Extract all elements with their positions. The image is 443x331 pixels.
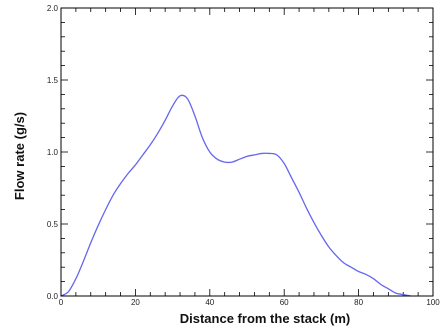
ticks-layer bbox=[60, 7, 434, 297]
y-tick-label: 0.0 bbox=[47, 292, 59, 301]
plot-frame bbox=[60, 7, 434, 297]
x-tick-label: 100 bbox=[426, 298, 440, 307]
y-tick-label: 1.5 bbox=[47, 76, 59, 85]
y-tick-label: 1.0 bbox=[47, 148, 59, 157]
x-tick-label: 20 bbox=[131, 298, 140, 307]
x-tick-label: 40 bbox=[205, 298, 214, 307]
y-tick-label: 0.5 bbox=[47, 220, 59, 229]
y-tick-label: 2.0 bbox=[47, 4, 59, 13]
x-axis-title: Distance from the stack (m) bbox=[180, 311, 351, 326]
series-line bbox=[60, 94, 412, 297]
x-tick-label: 80 bbox=[354, 298, 363, 307]
x-tick-label: 60 bbox=[280, 298, 289, 307]
y-axis-title: Flow rate (g/s) bbox=[12, 112, 27, 200]
tick-labels-layer: 0 20 40 60 80 100 0.0 0.5 1.0 1.5 2.0 bbox=[47, 4, 440, 307]
x-tick-label: 0 bbox=[59, 298, 64, 307]
